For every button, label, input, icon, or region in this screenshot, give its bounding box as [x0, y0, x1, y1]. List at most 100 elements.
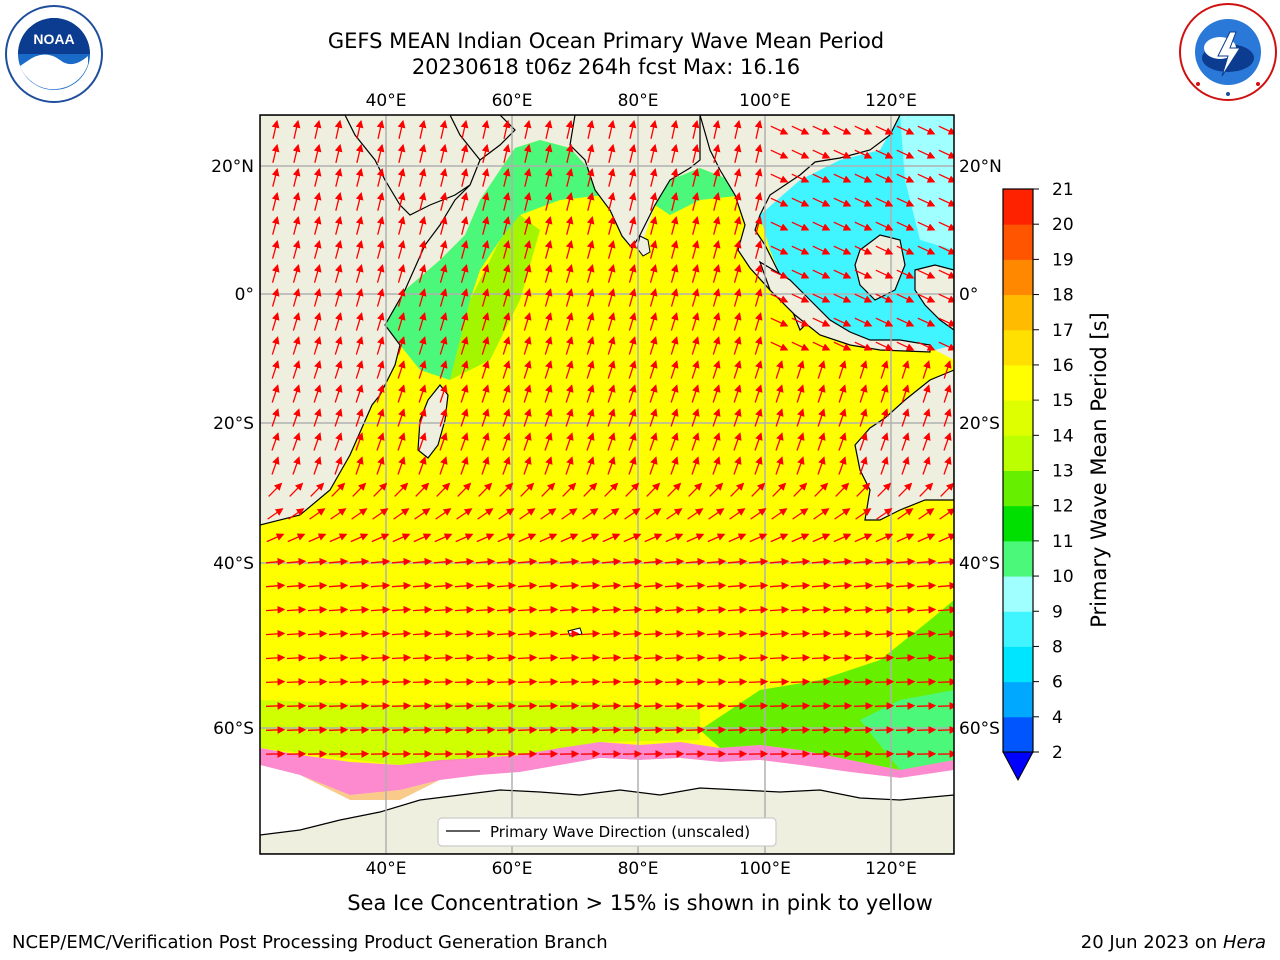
wave-arrow	[733, 408, 742, 427]
wave-arrow	[916, 581, 937, 590]
wave-arrow	[649, 216, 658, 235]
wave-arrow	[271, 264, 280, 283]
wave-arrow	[712, 168, 721, 187]
wave-arrow	[853, 629, 874, 638]
wave-arrow	[896, 533, 915, 543]
wave-arrow	[685, 726, 706, 734]
wave-arrow	[502, 119, 511, 139]
wave-arrow	[901, 456, 910, 475]
wave-arrow	[875, 317, 894, 327]
sea-ice-caption: Sea Ice Concentration > 15% is shown in …	[347, 891, 933, 915]
lat-label-left: 60°S	[213, 719, 254, 739]
wave-arrow	[372, 508, 389, 520]
wave-arrow	[770, 317, 789, 327]
wave-arrow	[496, 581, 517, 590]
wave-arrow	[604, 482, 619, 497]
wave-arrow	[454, 581, 475, 590]
wave-arrow	[307, 629, 328, 638]
wave-arrow	[754, 143, 763, 163]
wave-arrow	[580, 629, 601, 638]
wave-arrow	[538, 726, 559, 734]
wave-arrow	[733, 192, 742, 211]
wave-arrow	[792, 508, 809, 520]
wave-arrow	[286, 581, 307, 590]
wave-arrow	[544, 360, 553, 379]
wave-arrow	[376, 192, 385, 211]
wave-arrow	[769, 653, 790, 662]
wave-arrow	[313, 143, 322, 163]
wave-arrow	[391, 653, 412, 662]
wave-arrow	[922, 384, 931, 403]
wave-arrow	[895, 605, 916, 614]
wave-arrow	[812, 269, 831, 279]
wave-arrow	[586, 192, 595, 211]
wave-arrow	[649, 168, 658, 187]
wave-arrow	[601, 677, 622, 686]
wave-arrow	[628, 264, 637, 283]
wave-arrow	[670, 143, 679, 163]
wave-arrow	[729, 508, 746, 520]
wave-arrow	[685, 557, 706, 566]
wave-arrow	[370, 702, 391, 710]
wave-arrow	[544, 240, 553, 259]
wave-arrow	[733, 168, 742, 187]
wave-arrow	[288, 508, 305, 520]
wave-arrow	[833, 533, 852, 543]
wave-arrow	[691, 240, 700, 259]
colorbar-segment	[1003, 435, 1033, 471]
wave-arrow	[601, 653, 622, 662]
wave-arrow	[418, 408, 427, 427]
wave-arrow	[313, 240, 322, 259]
wave-arrow	[811, 702, 832, 710]
wave-arrow	[833, 197, 852, 207]
wave-arrow	[670, 456, 679, 475]
wave-arrow	[770, 197, 789, 207]
wave-arrow	[706, 726, 727, 734]
wave-arrow	[937, 702, 954, 710]
wave-arrow	[392, 533, 411, 543]
wave-arrow	[649, 264, 658, 283]
wave-arrow	[727, 726, 748, 734]
colorbar-segment	[1003, 364, 1033, 401]
wave-arrow	[376, 408, 385, 427]
wave-arrow	[580, 726, 601, 734]
wave-arrow	[649, 432, 658, 451]
wave-arrow	[712, 312, 721, 331]
lat-label-right: 40°S	[959, 554, 1000, 574]
wave-arrow	[754, 216, 763, 235]
wave-arrow	[628, 168, 637, 187]
wave-arrow	[856, 482, 871, 497]
wave-arrow	[896, 293, 915, 303]
lat-label-right: 20°S	[959, 414, 1000, 434]
colorbar-tick-label: 14	[1052, 426, 1074, 446]
wave-arrow	[475, 629, 496, 638]
wave-arrow	[376, 432, 385, 451]
wave-arrow	[922, 360, 931, 379]
colorbar-tick-label: 20	[1052, 215, 1074, 235]
wave-arrow	[874, 677, 895, 686]
wave-arrow	[376, 119, 385, 139]
wave-arrow	[355, 168, 364, 187]
wave-arrow	[750, 508, 767, 520]
wave-arrow	[876, 508, 893, 520]
wave-arrow	[880, 432, 889, 451]
wave-arrow	[666, 508, 683, 520]
wave-arrow	[355, 336, 364, 355]
wave-arrow	[460, 360, 469, 379]
wave-arrow	[895, 726, 916, 734]
wave-arrow	[496, 557, 517, 566]
wave-arrow	[664, 677, 685, 686]
wave-arrow	[454, 726, 475, 734]
wave-arrow	[938, 197, 954, 207]
wave-arrow	[292, 432, 301, 451]
wave-arrow	[916, 726, 937, 734]
wave-arrow	[854, 533, 873, 543]
wave-arrow	[376, 143, 385, 163]
wave-arrow	[391, 581, 412, 590]
wave-arrow	[355, 360, 364, 379]
wave-arrow	[433, 581, 454, 590]
wave-arrow	[544, 288, 553, 307]
wave-arrow	[811, 629, 832, 638]
wave-arrow	[859, 408, 868, 427]
wave-arrow	[565, 408, 574, 427]
